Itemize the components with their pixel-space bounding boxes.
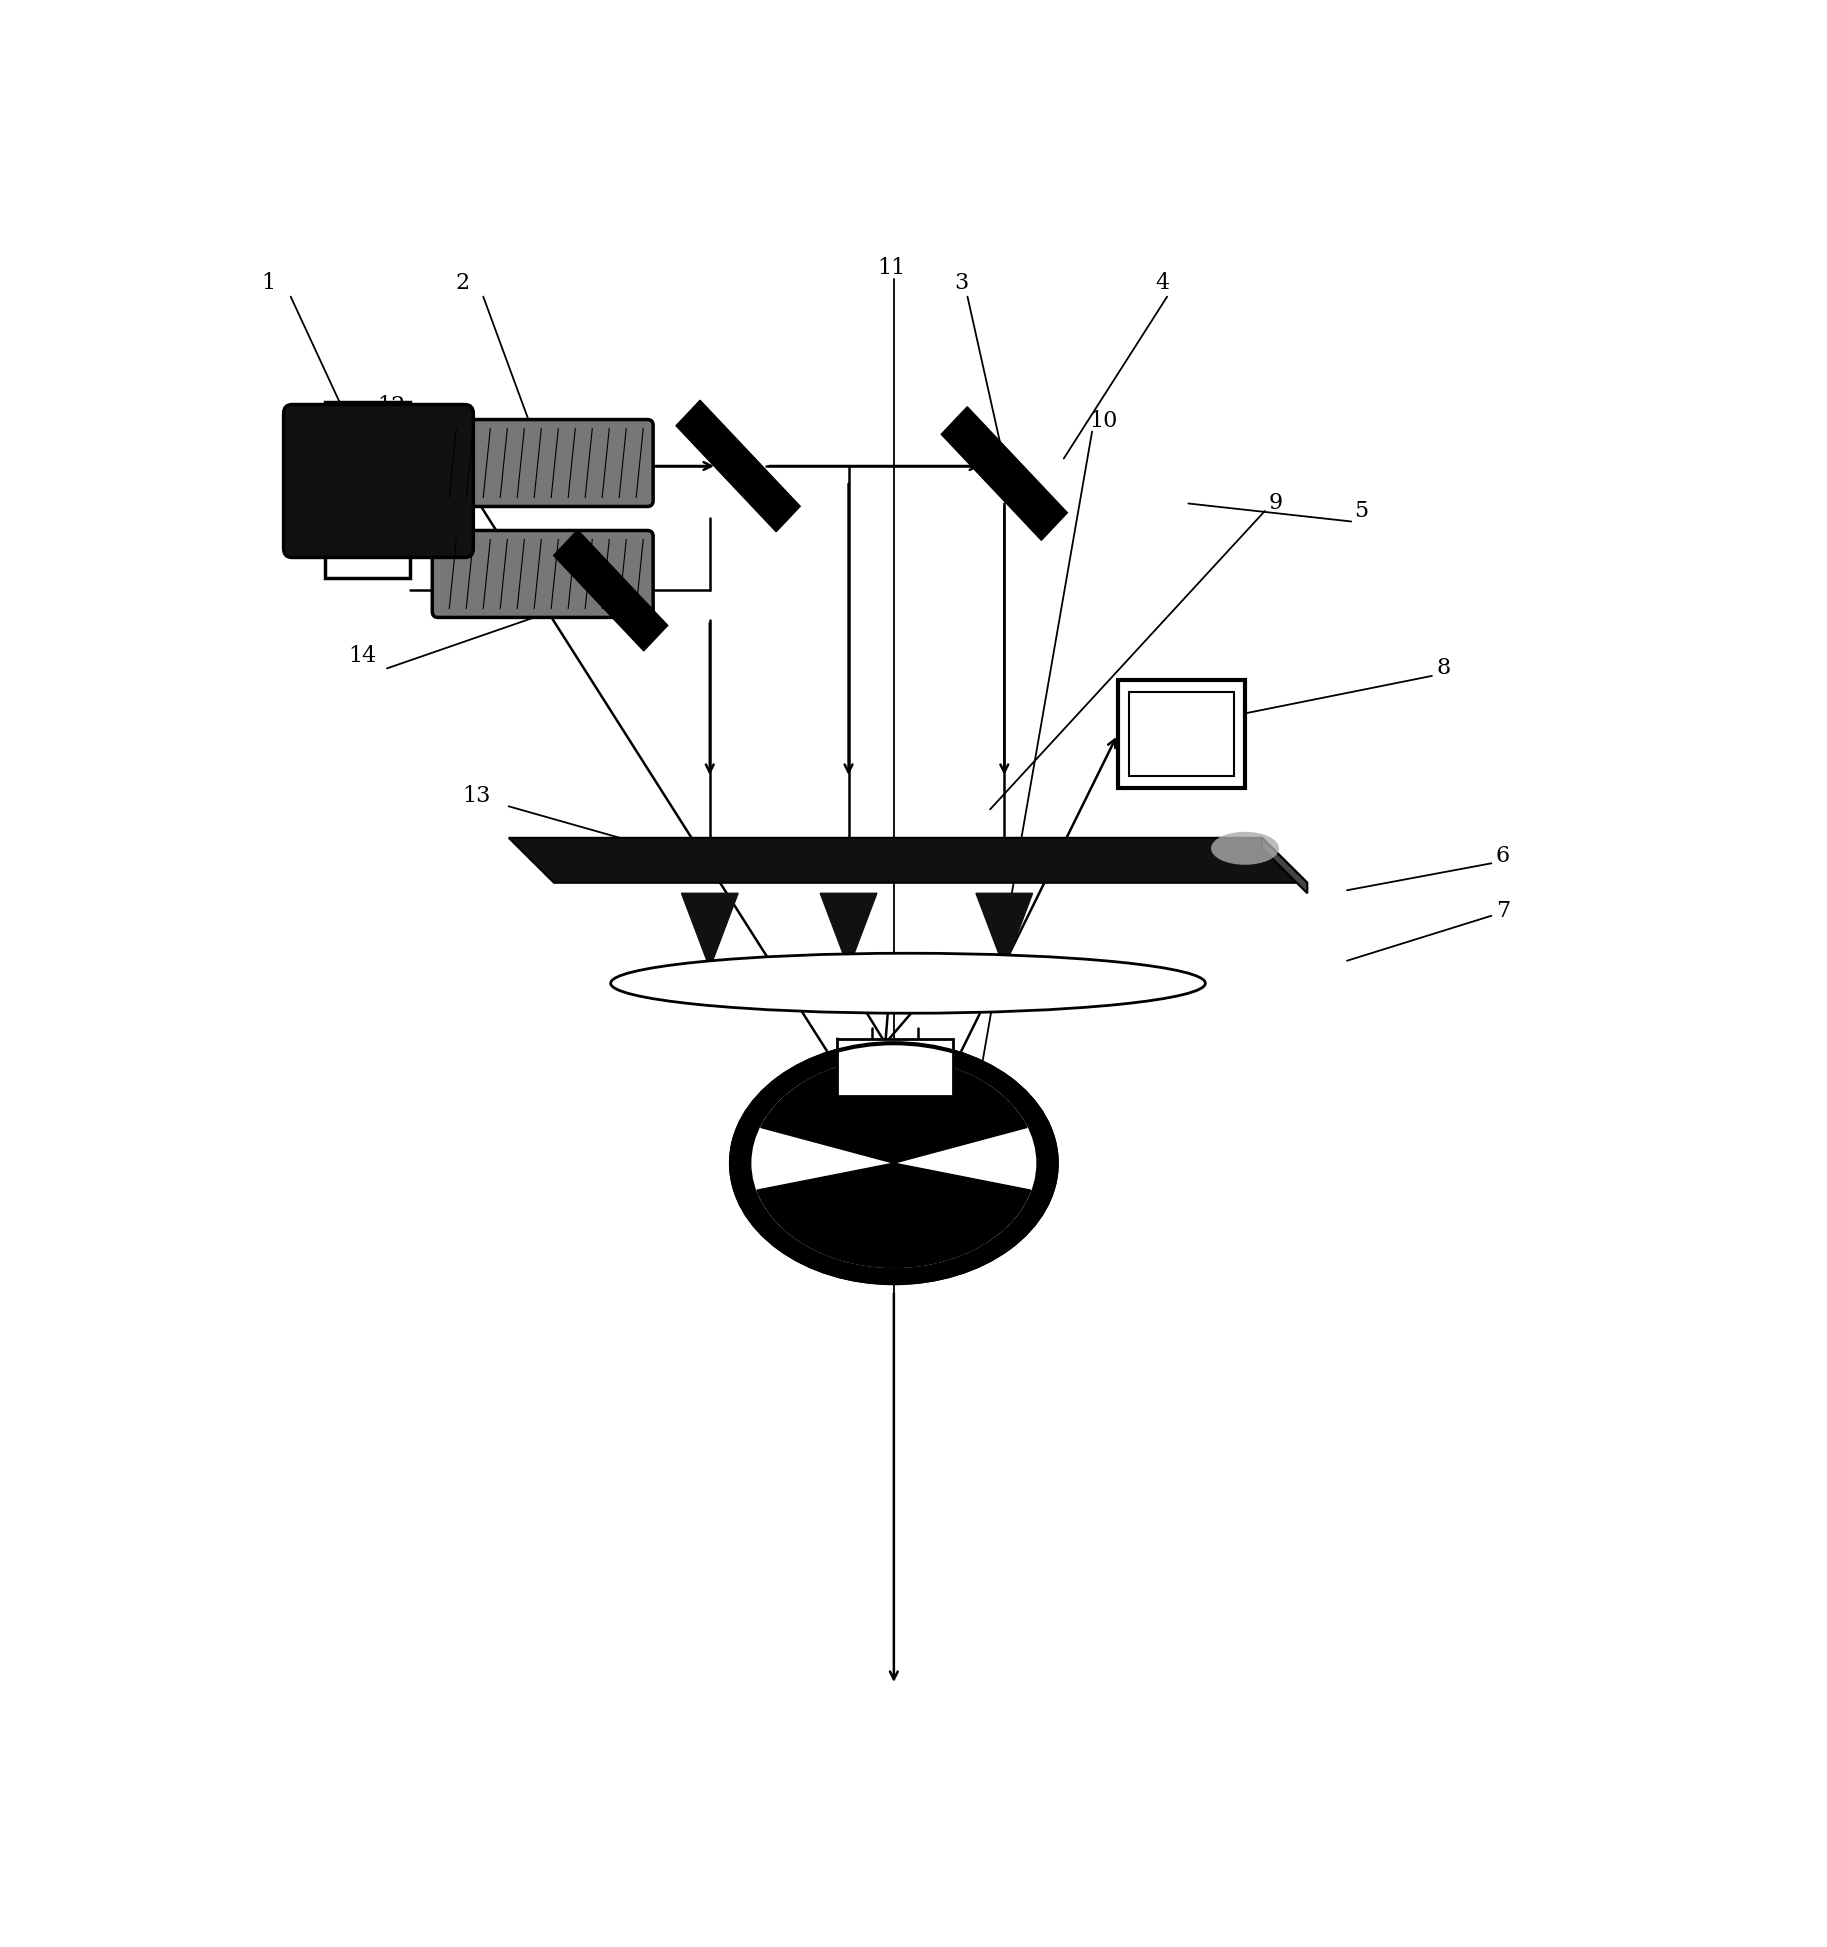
Ellipse shape — [1211, 831, 1279, 864]
Ellipse shape — [751, 1059, 1036, 1267]
Text: 7: 7 — [1496, 900, 1509, 923]
Text: 10: 10 — [1089, 411, 1118, 432]
Text: 12: 12 — [376, 395, 406, 417]
Text: 3: 3 — [956, 273, 968, 294]
Text: $I_2$: $I_2$ — [839, 892, 859, 919]
Text: 11: 11 — [877, 257, 904, 278]
Text: 2: 2 — [455, 273, 470, 294]
Text: $I_3$: $I_3$ — [698, 892, 716, 919]
Polygon shape — [508, 837, 1308, 882]
Polygon shape — [820, 894, 877, 968]
Ellipse shape — [610, 954, 1206, 1012]
FancyBboxPatch shape — [433, 530, 654, 617]
Text: 1: 1 — [261, 273, 276, 294]
Polygon shape — [976, 894, 1032, 968]
Bar — [837, 1038, 954, 1096]
Polygon shape — [1262, 837, 1308, 894]
Bar — [325, 401, 409, 578]
Ellipse shape — [731, 1044, 1056, 1283]
Bar — [1118, 680, 1244, 789]
Polygon shape — [756, 1162, 1030, 1267]
Text: $I_1$: $I_1$ — [996, 892, 1014, 919]
Text: 9: 9 — [1270, 493, 1283, 514]
FancyBboxPatch shape — [433, 419, 654, 506]
Text: 8: 8 — [1436, 658, 1451, 680]
Bar — [1129, 693, 1233, 777]
Text: 14: 14 — [349, 644, 376, 668]
FancyBboxPatch shape — [283, 405, 473, 557]
Polygon shape — [681, 894, 738, 968]
Polygon shape — [554, 530, 667, 650]
Text: 4: 4 — [1156, 273, 1169, 294]
Polygon shape — [676, 401, 800, 532]
Text: 5: 5 — [1354, 500, 1368, 522]
Text: 13: 13 — [462, 785, 490, 806]
Text: 6: 6 — [1496, 845, 1509, 866]
Polygon shape — [941, 407, 1067, 541]
Polygon shape — [760, 1059, 1027, 1162]
